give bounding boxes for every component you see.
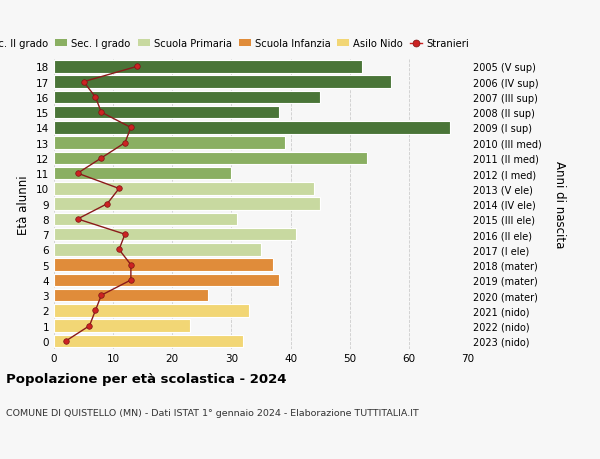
Bar: [54, 122, 450, 134]
Bar: [54, 259, 273, 271]
Bar: [54, 244, 261, 256]
Bar: [54, 76, 391, 89]
Bar: [54, 152, 367, 165]
Bar: [54, 137, 284, 150]
Text: Popolazione per età scolastica - 2024: Popolazione per età scolastica - 2024: [6, 372, 287, 385]
Bar: [54, 335, 243, 347]
Bar: [54, 305, 249, 317]
Bar: [54, 198, 320, 211]
Bar: [54, 91, 320, 104]
Bar: [54, 320, 190, 332]
Bar: [54, 229, 296, 241]
Bar: [54, 183, 314, 195]
Y-axis label: Età alunni: Età alunni: [17, 174, 31, 234]
Y-axis label: Anni di nascita: Anni di nascita: [553, 161, 566, 248]
Bar: [54, 106, 279, 119]
Legend: Sec. II grado, Sec. I grado, Scuola Primaria, Scuola Infanzia, Asilo Nido, Stran: Sec. II grado, Sec. I grado, Scuola Prim…: [0, 39, 469, 49]
Bar: [54, 213, 238, 226]
Bar: [54, 289, 208, 302]
Bar: [54, 168, 232, 180]
Text: COMUNE DI QUISTELLO (MN) - Dati ISTAT 1° gennaio 2024 - Elaborazione TUTTITALIA.: COMUNE DI QUISTELLO (MN) - Dati ISTAT 1°…: [6, 409, 419, 418]
Bar: [54, 274, 279, 286]
Bar: [54, 61, 362, 73]
